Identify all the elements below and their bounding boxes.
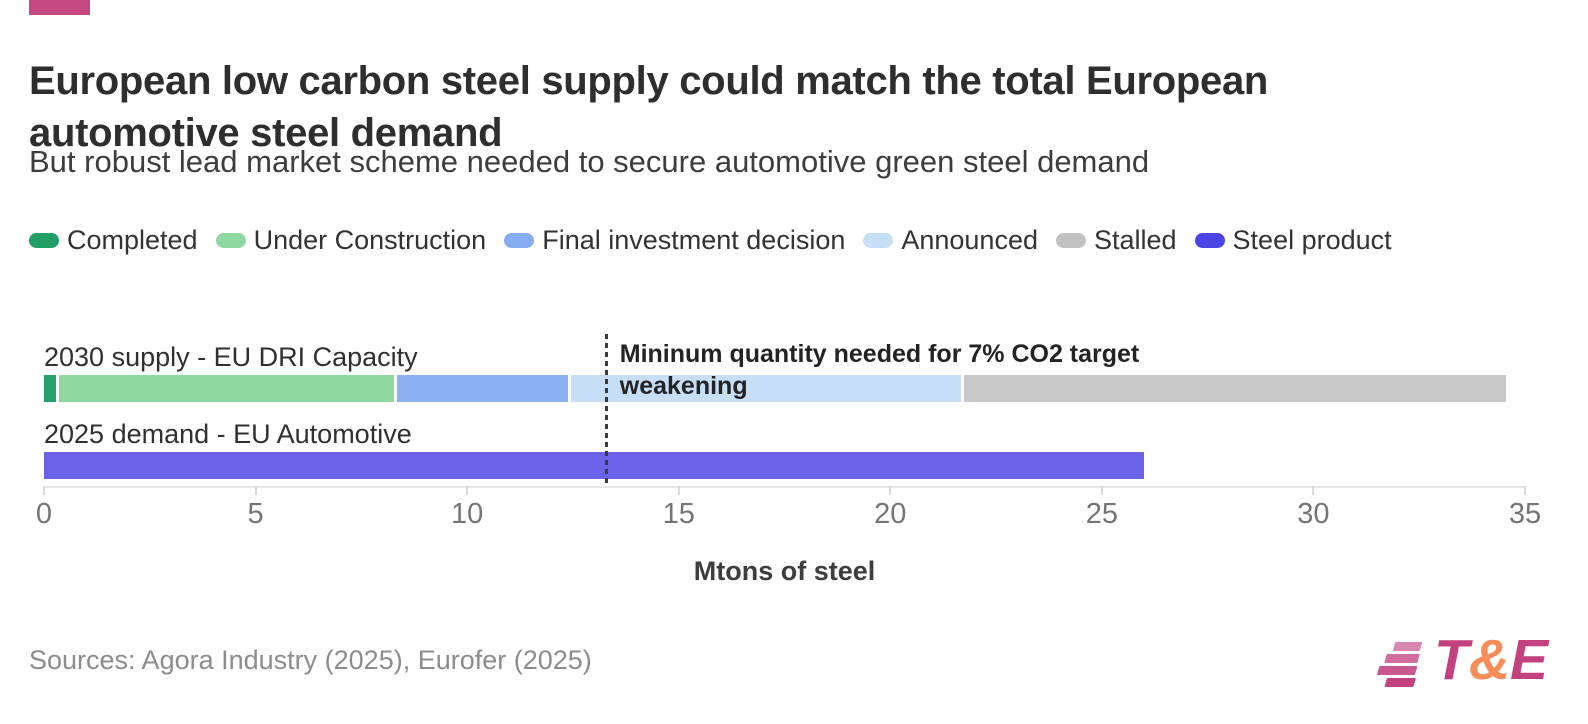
te-logo-stripe (1392, 642, 1423, 651)
brand-accent-bar (29, 0, 90, 15)
legend: Completed Under Construction Final investm… (29, 224, 1549, 257)
te-logo-letter-t: T (1434, 628, 1469, 692)
legend-swatch-icon (1055, 233, 1086, 248)
legend-item: Steel product (1194, 224, 1392, 257)
x-axis-tick (43, 486, 45, 495)
legend-item: Completed (29, 224, 198, 257)
te-logo-ampersand: & (1468, 628, 1510, 692)
chart-title: European low carbon steel supply could m… (29, 58, 1269, 155)
legend-label: Announced (901, 225, 1038, 255)
te-logo-stripe (1384, 654, 1420, 663)
te-logo-stripe (1376, 666, 1418, 675)
x-axis-tick-label: 0 (35, 498, 53, 530)
legend-item: Announced (863, 224, 1038, 257)
x-axis-tick-label: 35 (1508, 498, 1542, 530)
te-logo-letter-e: E (1510, 628, 1549, 692)
x-axis-line (44, 486, 1525, 488)
legend-label: Steel product (1232, 225, 1392, 255)
chart-subtitle: But robust lead market scheme needed to … (29, 144, 1150, 179)
plot-inner: 2030 supply - EU DRI Capacity 2025 demand… (36, 330, 1541, 540)
x-axis-tick (889, 486, 892, 495)
bar-segment-under-construction (58, 375, 395, 402)
sources-note: Sources: Agora Industry (2025), Eurofer … (29, 645, 592, 675)
x-axis-tick-label: 10 (451, 498, 484, 530)
bar-row-label: 2030 supply - EU DRI Capacity (44, 342, 418, 372)
x-axis-tick-label: 15 (662, 498, 695, 530)
x-axis-tick-label: 25 (1085, 498, 1118, 530)
bar-row (44, 375, 1506, 402)
x-axis-tick (466, 486, 469, 495)
legend-item: Final investment decision (504, 224, 845, 257)
x-axis-tick (1100, 486, 1103, 495)
bar-segment-announced (570, 375, 962, 402)
x-axis-tick-label: 20 (874, 498, 907, 530)
x-axis-tick (1312, 486, 1315, 495)
threshold-dotted-line (605, 334, 609, 487)
threshold-annotation: Mininum quantity needed for 7% CO2 targe… (619, 340, 1140, 400)
x-axis-tick-label: 30 (1297, 498, 1330, 530)
bar-row (44, 452, 1145, 479)
legend-swatch-icon (215, 233, 246, 248)
legend-label: Stalled (1093, 225, 1177, 255)
legend-swatch-icon (504, 233, 535, 248)
te-logo: T&E (1372, 628, 1557, 695)
legend-item: Stalled (1055, 224, 1177, 257)
bar-segment-final-investment-decision (397, 375, 568, 402)
x-axis-tick (254, 486, 257, 495)
legend-swatch-icon (29, 233, 59, 248)
bar-segment-completed (44, 375, 56, 402)
legend-label: Under Construction (253, 225, 487, 255)
plot-area: 2030 supply - EU DRI Capacity 2025 demand… (0, 330, 1588, 540)
legend-swatch-icon (863, 233, 894, 248)
bar-segment-stalled (964, 375, 1506, 402)
bar-row-label: 2025 demand - EU Automotive (44, 419, 412, 449)
x-axis-tick (1524, 486, 1526, 495)
x-axis-tick (677, 486, 680, 495)
legend-label: Final investment decision (542, 225, 846, 255)
te-logo-stripe (1384, 678, 1416, 687)
te-logo-text: T&E (1434, 627, 1548, 693)
legend-item: Under Construction (215, 224, 487, 257)
x-axis-title: Mtons of steel (693, 556, 876, 586)
legend-label: Completed (67, 225, 198, 255)
legend-swatch-icon (1194, 233, 1225, 248)
x-axis-tick-label: 5 (247, 498, 264, 530)
bar-segment-steel-product (44, 452, 1145, 479)
te-logo-stripes-icon (1374, 642, 1439, 687)
